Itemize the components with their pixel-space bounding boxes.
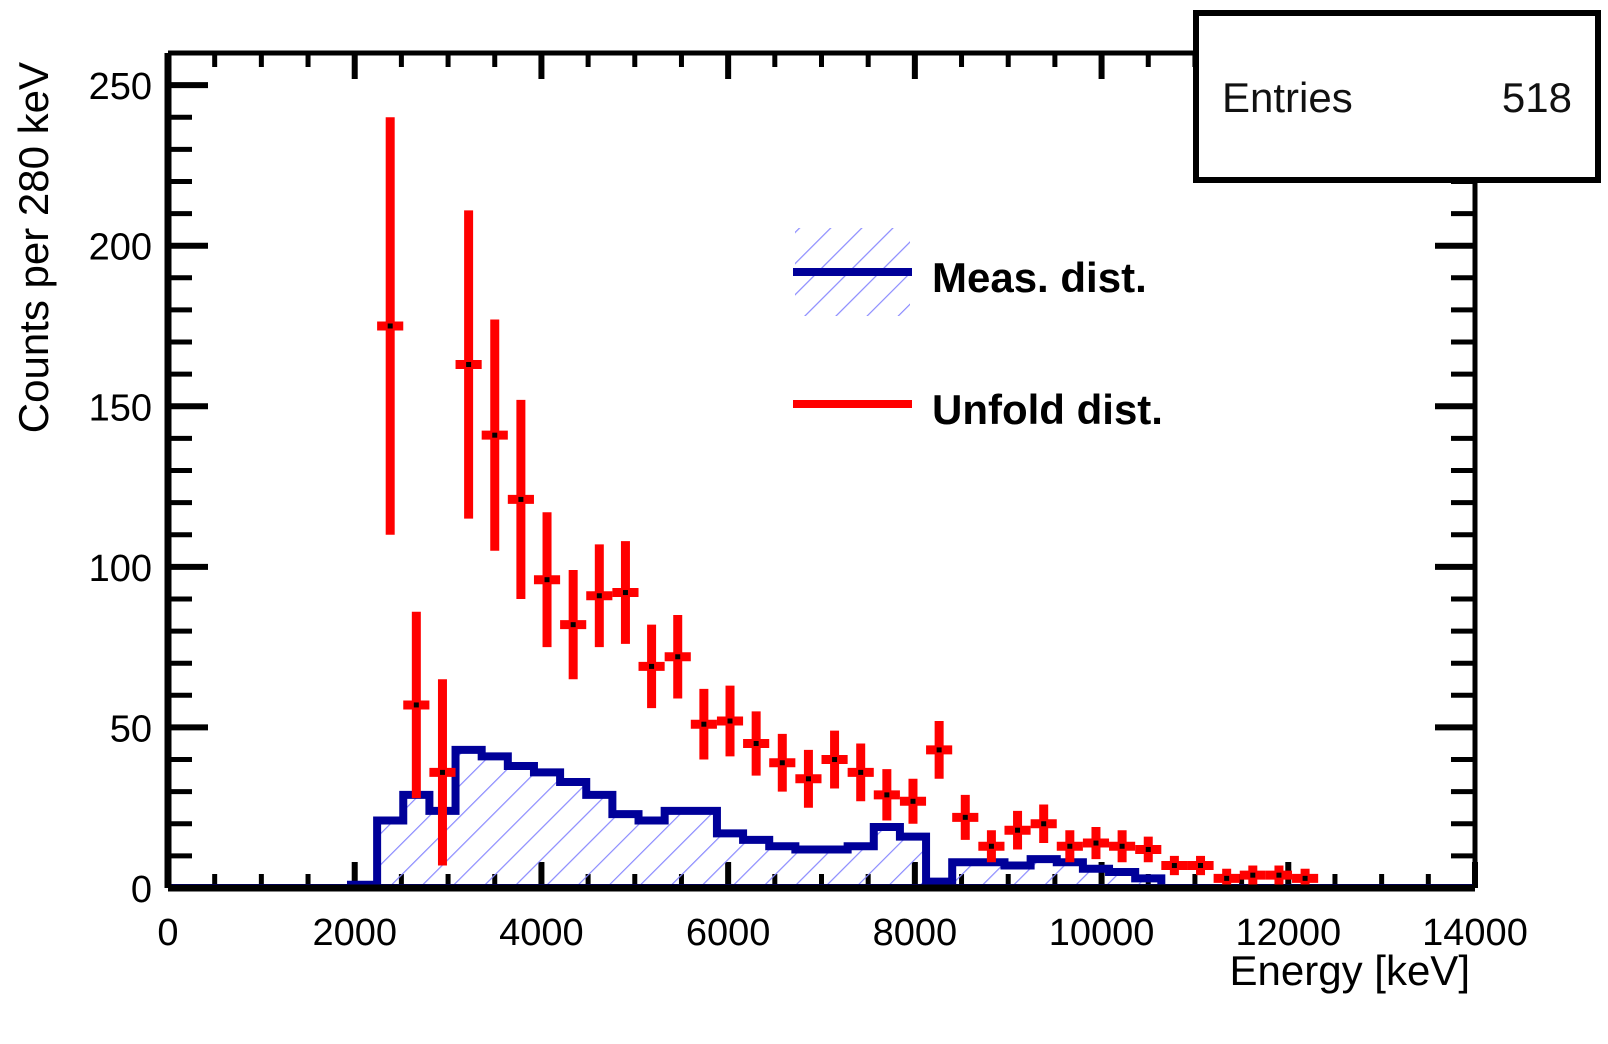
y-tick-label: 250 (89, 66, 152, 108)
unfold-dist-point (664, 615, 691, 699)
unfold-dist-point (1082, 826, 1110, 860)
unfold-dist-point (1239, 865, 1266, 885)
legend: Meas. dist. Unfold dist. (793, 228, 1163, 433)
y-tick-label: 50 (110, 708, 152, 750)
stats-box: Entries 518 (1193, 10, 1601, 183)
unfold-dist-point (377, 117, 404, 535)
unfold-dist-point (533, 512, 561, 648)
x-axis-tick-labels: 0 2000 4000 6000 8000 10000 12000 14000 (157, 912, 1527, 954)
y-tick-label: 200 (89, 227, 152, 269)
unfold-dist-point (586, 544, 613, 648)
y-tick-label: 100 (89, 548, 152, 590)
x-tick-label: 14000 (1422, 912, 1528, 954)
unfold-dist-point (795, 749, 822, 808)
legend-label-meas-dist: Meas. dist. (932, 254, 1147, 301)
unfold-dist-point (455, 210, 482, 519)
stats-label-entries: Entries (1222, 74, 1353, 121)
unfold-dist-point (612, 541, 639, 644)
x-tick-label: 12000 (1235, 912, 1341, 954)
unfold-dist-point (1030, 804, 1057, 844)
y-axis-title: Counts per 280 keV (10, 62, 57, 433)
unfold-dist-point (821, 730, 848, 789)
x-tick-label: 6000 (686, 912, 771, 954)
unfold-dist-point (873, 769, 900, 821)
x-tick-label: 8000 (873, 912, 958, 954)
unfold-dist-point (769, 733, 796, 792)
unfold-dist-point (481, 319, 508, 551)
unfold-dist-point (926, 721, 953, 779)
meas-dist-fill (168, 749, 1475, 888)
unfold-dist-point (1135, 836, 1162, 863)
unfold-dist-point (1004, 810, 1031, 850)
x-tick-label: 2000 (312, 912, 397, 954)
series-unfold-dist (377, 117, 1319, 888)
unfold-dist-point (978, 830, 1005, 863)
unfold-dist-point (1161, 855, 1188, 876)
x-tick-label: 4000 (499, 912, 584, 954)
unfold-dist-point (690, 688, 717, 760)
unfold-dist-point (403, 611, 430, 799)
unfold-dist-point (507, 399, 534, 599)
unfold-dist-point (1265, 865, 1293, 885)
unfold-dist-point (899, 778, 927, 824)
y-tick-label: 150 (89, 387, 152, 429)
x-tick-label: 0 (157, 912, 178, 954)
x-axis-title: Energy [keV] (1230, 947, 1470, 994)
legend-label-unfold-dist: Unfold dist. (932, 386, 1163, 433)
unfold-dist-point (716, 685, 744, 757)
unfold-dist-point (429, 679, 456, 866)
unfold-dist-point (560, 570, 587, 680)
stats-value-entries: 518 (1502, 74, 1572, 121)
y-tick-label: 0 (131, 869, 152, 911)
unfold-dist-point (952, 794, 979, 840)
unfold-dist-point (743, 711, 770, 776)
unfold-dist-point (1109, 830, 1136, 863)
y-axis-tick-labels: 0 50 100 150 200 250 (89, 66, 152, 911)
unfold-dist-point (847, 743, 874, 802)
unfold-dist-point (1056, 830, 1083, 863)
unfold-dist-point (1187, 855, 1214, 876)
x-tick-label: 10000 (1049, 912, 1155, 954)
unfold-dist-point (638, 624, 665, 709)
